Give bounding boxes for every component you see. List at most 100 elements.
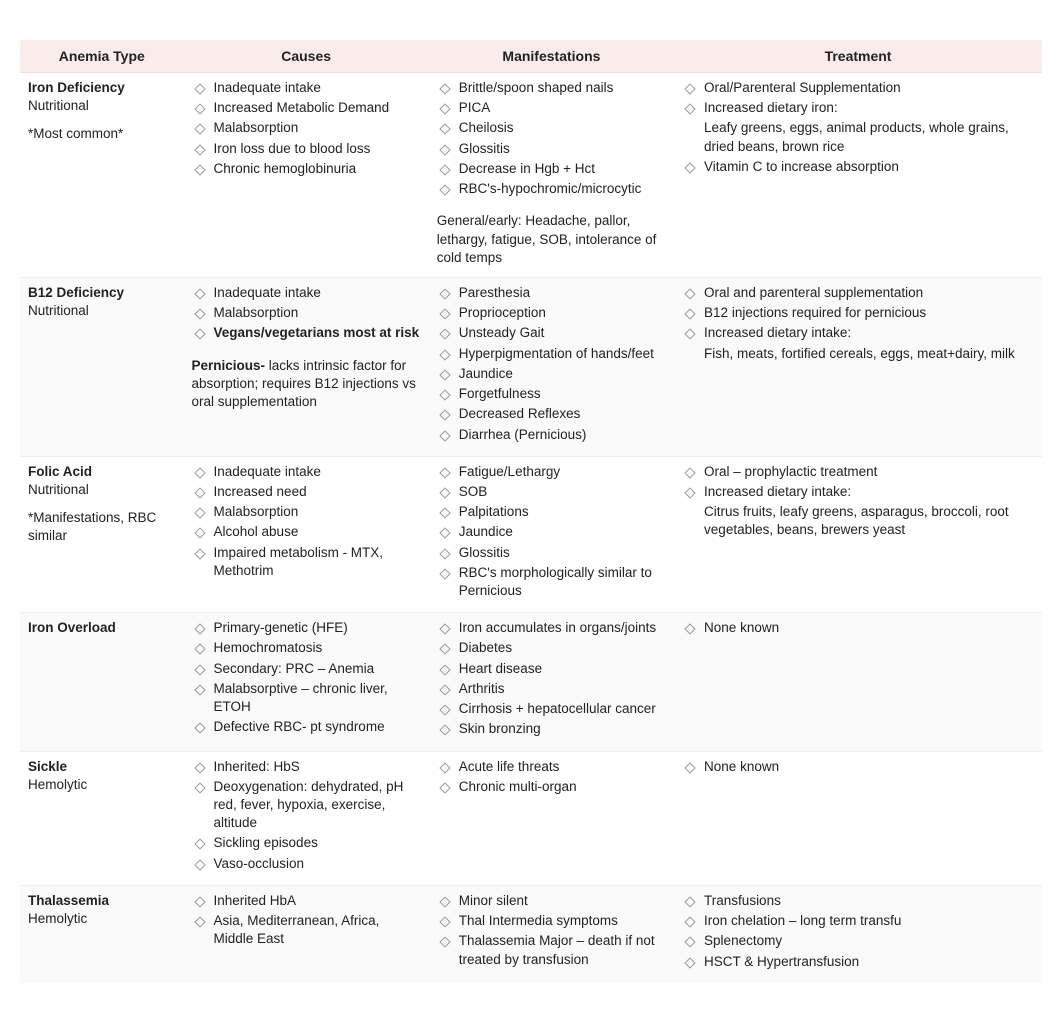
list-item: Paresthesia bbox=[437, 284, 666, 302]
table-row: ThalassemiaHemolytic Inherited HbA Asia, M… bbox=[20, 885, 1042, 982]
cell-anemia-type: Folic AcidNutritional *Manifestations, RB… bbox=[20, 456, 184, 613]
list-item: Jaundice bbox=[437, 523, 666, 541]
anemia-subtype: Hemolytic bbox=[28, 776, 176, 794]
list-item: Brittle/spoon shaped nails bbox=[437, 79, 666, 97]
cell-treatment: Oral and parenteral supplementationB12 i… bbox=[674, 277, 1042, 456]
cell-manifestations-list: Acute life threatsChronic multi-organ bbox=[437, 758, 666, 796]
anemia-name: Sickle bbox=[28, 758, 176, 776]
anemia-name: Thalassemia bbox=[28, 892, 176, 910]
list-item: SOB bbox=[437, 483, 666, 501]
list-item: None known bbox=[682, 619, 1034, 637]
list-item: Acute life threats bbox=[437, 758, 666, 776]
cell-treatment: Oral/Parenteral Supplementation Increased… bbox=[674, 73, 1042, 278]
header-anemia-type: Anemia Type bbox=[20, 40, 184, 73]
cell-manifestations-list: ParesthesiaProprioceptionUnsteady GaitHy… bbox=[437, 284, 666, 444]
list-item: Transfusions bbox=[682, 892, 1034, 910]
list-item: RBC's morphologically similar to Pernici… bbox=[437, 564, 666, 600]
cell-treatment-list: Oral/Parenteral Supplementation Increased… bbox=[682, 79, 1034, 176]
cell-causes-list: Primary-genetic (HFE)HemochromatosisSeco… bbox=[192, 619, 421, 736]
table-row: SickleHemolyticInherited: HbSDeoxygenati… bbox=[20, 751, 1042, 885]
cell-causes: Inadequate intake Increased Metabolic Dem… bbox=[184, 73, 429, 278]
list-item: Thal Intermedia symptoms bbox=[437, 912, 666, 930]
list-item: Chronic hemoglobinuria bbox=[192, 160, 421, 178]
list-item: Unsteady Gait bbox=[437, 324, 666, 342]
list-item: Arthritis bbox=[437, 680, 666, 698]
list-item: Alcohol abuse bbox=[192, 523, 421, 541]
list-item: Citrus fruits, leafy greens, asparagus, … bbox=[682, 503, 1034, 539]
list-item: Increased need bbox=[192, 483, 421, 501]
cell-manifestations: Fatigue/LethargySOBPalpitationsJaundiceG… bbox=[429, 456, 674, 613]
cell-anemia-type: ThalassemiaHemolytic bbox=[20, 885, 184, 982]
list-item: Inadequate intake bbox=[192, 284, 421, 302]
list-item: Inherited HbA bbox=[192, 892, 421, 910]
cell-manifestations-list: Fatigue/LethargySOBPalpitationsJaundiceG… bbox=[437, 463, 666, 601]
header-causes: Causes bbox=[184, 40, 429, 73]
cell-manifestations-list: Brittle/spoon shaped nailsPICACheilosisG… bbox=[437, 79, 666, 198]
list-item: Skin bronzing bbox=[437, 720, 666, 738]
list-item: Increased dietary iron: bbox=[682, 99, 1034, 117]
list-item: Oral/Parenteral Supplementation bbox=[682, 79, 1034, 97]
list-item: Minor silent bbox=[437, 892, 666, 910]
anemia-name: B12 Deficiency bbox=[28, 284, 176, 302]
cell-manifestations: Acute life threatsChronic multi-organ bbox=[429, 751, 674, 885]
anemia-subtype: Nutritional bbox=[28, 97, 176, 115]
cell-manifestations-list: Minor silentThal Intermedia symptomsThal… bbox=[437, 892, 666, 969]
cell-anemia-type: Iron DeficiencyNutritional*Most common* bbox=[20, 73, 184, 278]
list-item: Proprioception bbox=[437, 304, 666, 322]
list-item: Jaundice bbox=[437, 365, 666, 383]
anemia-note: *Manifestations, RBC similar bbox=[28, 509, 176, 545]
cell-causes-list: Inherited HbA Asia, Mediterranean, Africa… bbox=[192, 892, 421, 949]
cell-causes: Primary-genetic (HFE)HemochromatosisSeco… bbox=[184, 613, 429, 751]
header-treatment: Treatment bbox=[674, 40, 1042, 73]
anemia-name: Iron Overload bbox=[28, 619, 176, 637]
list-item: Increased dietary intake: bbox=[682, 483, 1034, 501]
table-row: Iron Overload Primary-genetic (HFE)Hemoch… bbox=[20, 613, 1042, 751]
list-item: Leafy greens, eggs, animal products, who… bbox=[682, 119, 1034, 155]
list-item: Deoxygenation: dehydrated, pH red, fever… bbox=[192, 778, 421, 833]
list-item: Inadequate intake bbox=[192, 463, 421, 481]
table-row: B12 DeficiencyNutritionalInadequate inta… bbox=[20, 277, 1042, 456]
cell-treatment-list: Oral and parenteral supplementationB12 i… bbox=[682, 284, 1034, 363]
list-item: Impaired metabolism - MTX, Methotrim bbox=[192, 544, 421, 580]
list-item: Inadequate intake bbox=[192, 79, 421, 97]
list-item: Increased dietary intake: bbox=[682, 324, 1034, 342]
list-item: Asia, Mediterranean, Africa, Middle East bbox=[192, 912, 421, 948]
list-item: Oral – prophylactic treatment bbox=[682, 463, 1034, 481]
list-item: Iron accumulates in organs/joints bbox=[437, 619, 666, 637]
list-item: Fatigue/Lethargy bbox=[437, 463, 666, 481]
list-item: HSCT & Hypertransfusion bbox=[682, 953, 1034, 971]
list-item: Splenectomy bbox=[682, 932, 1034, 950]
cell-treatment: TransfusionsIron chelation – long term t… bbox=[674, 885, 1042, 982]
list-item: PICA bbox=[437, 99, 666, 117]
list-item: Malabsorption bbox=[192, 304, 421, 322]
cell-causes: Inherited HbA Asia, Mediterranean, Africa… bbox=[184, 885, 429, 982]
table-row: Folic AcidNutritional *Manifestations, RB… bbox=[20, 456, 1042, 613]
anemia-name: Folic Acid bbox=[28, 463, 176, 481]
list-item: Glossitis bbox=[437, 140, 666, 158]
cell-treatment: None known bbox=[674, 613, 1042, 751]
cell-manifestations: ParesthesiaProprioceptionUnsteady GaitHy… bbox=[429, 277, 674, 456]
cell-causes-list: Inherited: HbSDeoxygenation: dehydrated,… bbox=[192, 758, 421, 873]
table-header-row: Anemia Type Causes Manifestations Treatm… bbox=[20, 40, 1042, 73]
cell-manifestations: Iron accumulates in organs/jointsDiabete… bbox=[429, 613, 674, 751]
cell-manifestations-list: Iron accumulates in organs/jointsDiabete… bbox=[437, 619, 666, 738]
cell-causes: Inherited: HbSDeoxygenation: dehydrated,… bbox=[184, 751, 429, 885]
cell-manifestations-note: General/early: Headache, pallor, letharg… bbox=[437, 212, 666, 267]
cell-manifestations: Brittle/spoon shaped nailsPICACheilosisG… bbox=[429, 73, 674, 278]
list-item: B12 injections required for pernicious bbox=[682, 304, 1034, 322]
list-item: Malabsorption bbox=[192, 119, 421, 137]
list-item: Forgetfulness bbox=[437, 385, 666, 403]
anemia-subtype: Nutritional bbox=[28, 481, 176, 499]
anemia-table: Anemia Type Causes Manifestations Treatm… bbox=[20, 40, 1042, 983]
cell-anemia-type: SickleHemolytic bbox=[20, 751, 184, 885]
cell-treatment: Oral – prophylactic treatment Increased d… bbox=[674, 456, 1042, 613]
list-item: Malabsorption bbox=[192, 503, 421, 521]
cell-causes: Inadequate intakeMalabsorptionVegans/veg… bbox=[184, 277, 429, 456]
cell-anemia-type: Iron Overload bbox=[20, 613, 184, 751]
list-item: Increased Metabolic Demand bbox=[192, 99, 421, 117]
list-item: Vaso-occlusion bbox=[192, 855, 421, 873]
header-manifestations: Manifestations bbox=[429, 40, 674, 73]
table-row: Iron DeficiencyNutritional*Most common*I… bbox=[20, 73, 1042, 278]
list-item: Iron loss due to blood loss bbox=[192, 140, 421, 158]
cell-manifestations: Minor silentThal Intermedia symptomsThal… bbox=[429, 885, 674, 982]
